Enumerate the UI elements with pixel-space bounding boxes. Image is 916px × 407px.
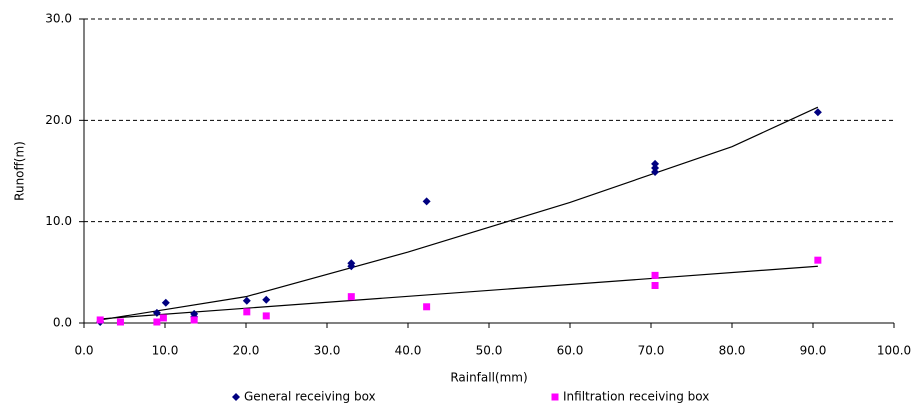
point (153, 318, 161, 326)
point (152, 308, 161, 317)
point (159, 314, 167, 322)
y-tick-label: 10.0 (45, 214, 72, 228)
x-tick-label: 10.0 (152, 344, 179, 358)
point (651, 282, 659, 290)
legend-label: General receiving box (244, 390, 376, 404)
point (262, 295, 271, 304)
y-axis-label: Runoff(m) (13, 141, 27, 201)
point (242, 296, 251, 305)
x-tick-label: 30.0 (314, 344, 341, 358)
point (651, 163, 660, 172)
x-tick-label: 50.0 (476, 344, 503, 358)
x-tick-label: 70.0 (638, 344, 665, 358)
point (347, 293, 355, 301)
point (651, 271, 659, 279)
x-tick-label: 0.0 (74, 344, 93, 358)
x-tick-label: 60.0 (557, 344, 584, 358)
point (161, 298, 170, 307)
trend-line (100, 265, 818, 320)
point (347, 262, 356, 271)
point (422, 197, 431, 206)
point (423, 303, 431, 311)
point (262, 312, 270, 320)
x-tick-label: 80.0 (719, 344, 746, 358)
x-axis-label: Rainfall(mm) (450, 371, 527, 385)
point (243, 308, 251, 316)
point (814, 256, 822, 264)
point (190, 316, 198, 324)
x-tick-label: 40.0 (395, 344, 422, 358)
point (651, 168, 660, 177)
x-tick-label: 100.0 (877, 344, 911, 358)
y-tick-label: 30.0 (45, 12, 72, 26)
legend-marker (551, 393, 559, 401)
legend-marker (232, 393, 240, 401)
x-tick-label: 90.0 (800, 344, 827, 358)
point (96, 316, 104, 324)
point (116, 318, 124, 326)
x-tick-label: 20.0 (233, 344, 260, 358)
trend-line (100, 106, 819, 321)
legend-label: Infiltration receiving box (563, 390, 709, 404)
y-tick-label: 20.0 (45, 113, 72, 127)
y-tick-label: 0.0 (53, 316, 72, 330)
point (651, 159, 660, 168)
point (813, 108, 822, 117)
